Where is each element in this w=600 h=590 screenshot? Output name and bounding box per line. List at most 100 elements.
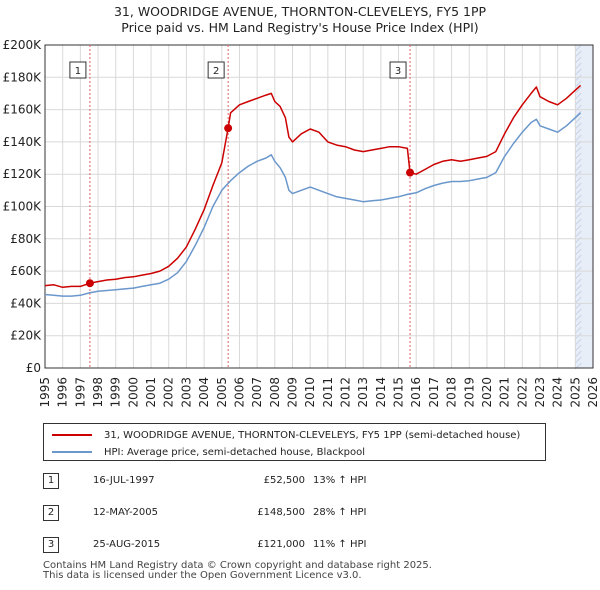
x-tick-label: 2023 [533,377,547,408]
legend-item-property: 31, WOODRIDGE AVENUE, THORNTON-CLEVELEYS… [52,427,520,443]
footer-license: This data is licensed under the Open Gov… [43,570,362,581]
x-tick-label: 1997 [73,377,87,408]
x-tick-label: 2019 [462,377,476,408]
sale-hpi-change: 11% ↑ HPI [313,539,367,550]
legend-label-hpi: HPI: Average price, semi-detached house,… [104,446,366,458]
shade-hatch [574,164,582,172]
shade-hatch [574,152,582,160]
shade-hatch [574,182,582,190]
footer: Contains HM Land Registry data © Crown c… [43,561,432,581]
x-tick-label: 2020 [480,377,494,408]
x-tick-label: 2007 [250,377,264,408]
shade-hatch [574,158,582,166]
x-tick-label: 2025 [568,377,582,408]
shade-hatch [574,272,582,280]
sale-row: 1 16-JUL-1997 £52,500 13% ↑ HPI [43,470,563,494]
shade-hatch [574,236,582,244]
series-line-hpi [44,112,582,297]
x-tick-label: 2003 [179,377,193,408]
shade-hatch [574,326,582,334]
shade-hatch [574,338,582,346]
chart-title: 31, WOODRIDGE AVENUE, THORNTON-CLEVELEYS… [113,4,487,19]
x-tick-label: 1999 [109,377,123,408]
shade-hatch [574,128,582,136]
shade-hatch [574,98,582,106]
sale-price: £121,000 [257,539,305,550]
x-tick-label: 2006 [232,377,246,408]
sale-hpi-change: 13% ↑ HPI [313,475,367,486]
chart-title-block: 31, WOODRIDGE AVENUE, THORNTON-CLEVELEYS… [0,4,600,36]
shade-hatch [574,314,582,322]
y-tick-label: £40K [10,296,42,310]
sale-date: 16-JUL-1997 [93,475,155,486]
shade-hatch [574,62,582,70]
shade-hatch [574,86,582,94]
shade-hatch [574,212,582,220]
x-tick-label: 2015 [392,377,406,408]
shade-hatch [574,68,582,76]
sale-marker-box: 1 [43,473,59,489]
y-tick-label: £140K [3,135,43,149]
y-tick-label: £120K [3,167,43,181]
y-tick-label: £20K [10,329,42,343]
legend-item-hpi: HPI: Average price, semi-detached house,… [52,444,365,460]
y-tick-label: £200K [3,38,43,52]
x-tick-label: 2002 [162,377,176,408]
shade-hatch [574,230,582,238]
sale-point [224,124,233,133]
shade-hatch [574,278,582,286]
sale-label-number: 1 [75,66,81,77]
shade-hatch [574,308,582,316]
x-tick-label: 2005 [215,377,229,408]
x-tick-label: 2013 [356,377,370,408]
shade-hatch [574,92,582,100]
sale-row: 3 25-AUG-2015 £121,000 11% ↑ HPI [43,534,563,558]
y-tick-label: £180K [3,70,43,84]
sale-date: 25-AUG-2015 [93,539,161,550]
shade-hatch [574,134,582,142]
series-line-property [44,84,582,289]
y-tick-label: £160K [3,103,43,117]
shade-hatch [574,56,582,64]
shade-hatch [574,50,582,58]
sale-label-box [69,61,87,79]
x-tick-label: 2018 [445,377,459,408]
shade-hatch [574,284,582,292]
shade-hatch [574,356,582,364]
x-tick-label: 2004 [197,377,211,408]
shade-hatch [574,176,582,184]
sale-label-number: 3 [395,66,401,77]
x-tick-label: 2022 [515,377,529,408]
shade-hatch [574,266,582,274]
sale-marker-box: 2 [43,505,59,521]
sale-row: 2 12-MAY-2005 £148,500 28% ↑ HPI [43,502,563,526]
sale-hpi-change: 28% ↑ HPI [313,507,367,518]
sale-date: 12-MAY-2005 [93,507,159,518]
x-tick-label: 2024 [551,377,565,408]
y-tick-label: £0 [26,361,41,375]
chart-subtitle: Price paid vs. HM Land Registry's House … [121,20,479,35]
sale-label-box [389,61,407,79]
x-tick-label: 2017 [427,377,441,408]
price-chart: £0 £20K £40K £60K £80K £100K £120K £140K £160K £1… [3,38,600,408]
sale-marker-box: 3 [43,537,59,553]
shade-hatch [574,320,582,328]
x-tick-label: 2011 [321,377,335,408]
x-tick-label: 2010 [303,377,317,408]
footer-copyright: Contains HM Land Registry data © Crown c… [43,560,432,571]
y-tick-label: £100K [3,200,43,214]
shade-hatch [574,44,582,52]
x-tick-label: 2009 [285,377,299,408]
legend-label-property: 31, WOODRIDGE AVENUE, THORNTON-CLEVELEYS… [104,429,521,441]
legend-swatch-property [52,434,92,436]
x-tick-label: 2000 [126,377,140,408]
sale-price: £148,500 [257,507,305,518]
shade-hatch [574,194,582,202]
shade-hatch [574,290,582,298]
shade-hatch [574,206,582,214]
shade-hatch [574,80,582,88]
shade-hatch [574,224,582,232]
shade-hatch [574,242,582,250]
shade-hatch [574,146,582,154]
x-tick-label: 2001 [144,377,158,408]
